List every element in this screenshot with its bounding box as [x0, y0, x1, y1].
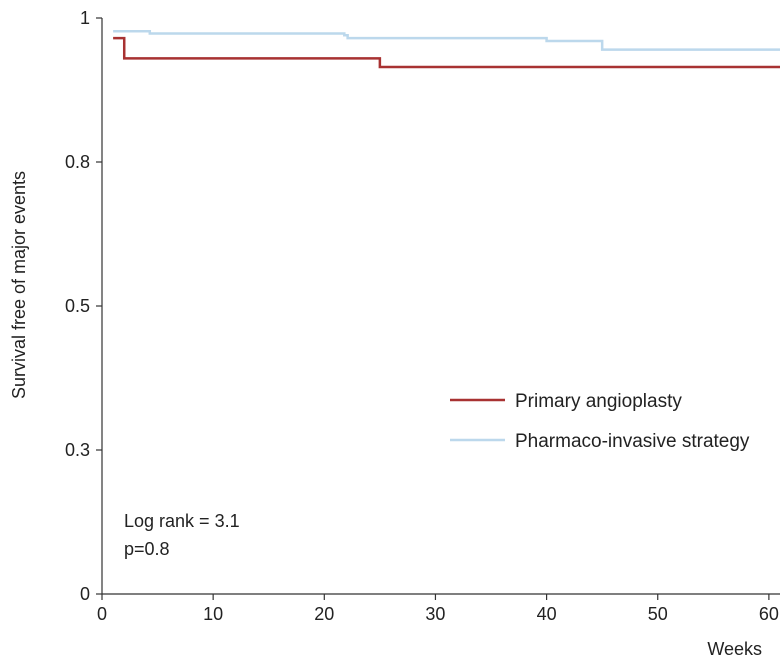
- x-axis-title: Weeks: [707, 639, 762, 659]
- legend-label-primary-angioplasty: Primary angioplasty: [515, 391, 682, 412]
- y-tick-label: 0.8: [65, 152, 90, 172]
- axes: [101, 18, 780, 595]
- ticks: 0 10 20 30 40 50 60 0 0.3 0.5 0.8 1: [65, 8, 779, 624]
- annotation-p-value: p=0.8: [124, 539, 170, 559]
- y-tick-label: 0.5: [65, 296, 90, 316]
- plot-lines: [113, 29, 780, 69]
- legend-label-pharmaco-invasive-strategy: Pharmaco-invasive strategy: [515, 431, 750, 452]
- y-axis-title: Survival free of major events: [9, 171, 29, 399]
- x-tick-label: 60: [759, 604, 779, 624]
- x-tick-label: 40: [537, 604, 557, 624]
- annotation-log-rank: Log rank = 3.1: [124, 511, 240, 531]
- legend: Primary angioplasty Pharmaco-invasive st…: [450, 391, 750, 452]
- x-tick-label: 30: [425, 604, 445, 624]
- x-tick-label: 50: [648, 604, 668, 624]
- x-tick-label: 0: [97, 604, 107, 624]
- series-line-1: [113, 29, 780, 51]
- y-tick-label: 1: [80, 8, 90, 28]
- series-line-0: [113, 36, 780, 69]
- x-tick-label: 20: [314, 604, 334, 624]
- y-tick-label: 0: [80, 584, 90, 604]
- y-tick-label: 0.3: [65, 440, 90, 460]
- x-tick-label: 10: [203, 604, 223, 624]
